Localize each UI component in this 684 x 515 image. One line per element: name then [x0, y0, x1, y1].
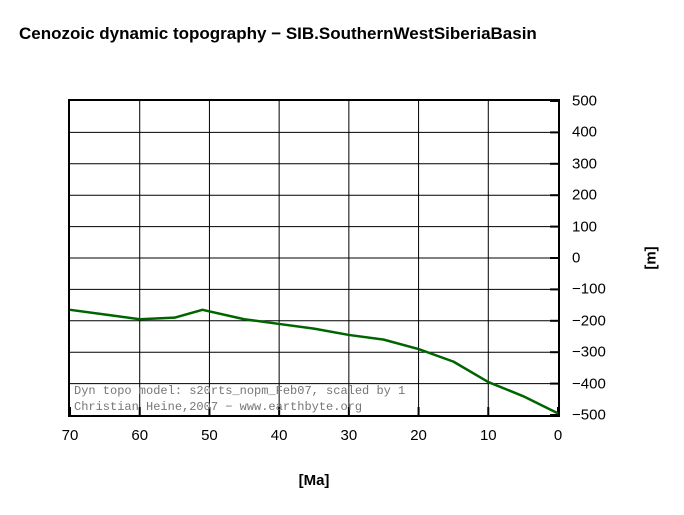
x-tick-label: 20 — [410, 427, 427, 444]
y-tick-label: −400 — [572, 375, 606, 392]
y-tick-label: −500 — [572, 407, 606, 424]
x-tick-label: 10 — [480, 427, 497, 444]
chart-title: Cenozoic dynamic topography − SIB.Southe… — [19, 24, 537, 44]
annotation-text: Dyn topo model: s20rts_nopm_Feb07, scale… — [74, 384, 405, 398]
y-tick-label: 400 — [572, 124, 597, 141]
x-axis-label: [Ma] — [299, 472, 330, 489]
annotation-text: Christian Heine,2007 − www.earthbyte.org — [74, 400, 362, 414]
x-tick-label: 0 — [554, 427, 562, 444]
y-tick-label: −300 — [572, 344, 606, 361]
x-tick-label: 50 — [201, 427, 218, 444]
x-tick-label: 60 — [131, 427, 148, 444]
y-tick-label: 0 — [572, 250, 580, 267]
x-tick-label: 30 — [341, 427, 358, 444]
y-tick-label: 500 — [572, 93, 597, 110]
x-tick-label: 40 — [271, 427, 288, 444]
chart-container: Cenozoic dynamic topography − SIB.Southe… — [0, 0, 684, 515]
plot-area — [68, 99, 560, 417]
y-tick-label: 100 — [572, 218, 597, 235]
x-tick-label: 70 — [62, 427, 79, 444]
data-svg — [70, 101, 558, 415]
y-tick-label: 200 — [572, 187, 597, 204]
y-tick-label: −200 — [572, 312, 606, 329]
y-axis-label: [m] — [643, 246, 660, 269]
y-tick-label: 300 — [572, 155, 597, 172]
y-tick-label: −100 — [572, 281, 606, 298]
